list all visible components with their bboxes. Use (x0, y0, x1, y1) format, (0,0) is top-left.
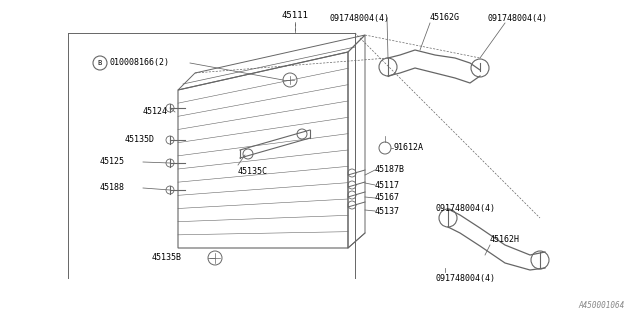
Text: 45111: 45111 (282, 12, 308, 20)
Text: 45162G: 45162G (430, 13, 460, 22)
Text: 091748004(4): 091748004(4) (487, 13, 547, 22)
Text: 45137: 45137 (375, 206, 400, 215)
Text: 45167: 45167 (375, 194, 400, 203)
Text: 010008166(2): 010008166(2) (110, 59, 170, 68)
Text: 45124: 45124 (143, 108, 168, 116)
Text: 45125: 45125 (100, 157, 125, 166)
Text: 91612A: 91612A (393, 143, 423, 153)
Text: 091748004(4): 091748004(4) (330, 13, 390, 22)
Text: 45162H: 45162H (490, 236, 520, 244)
Text: 45117: 45117 (375, 180, 400, 189)
Text: 45135D: 45135D (125, 135, 155, 145)
Text: 091748004(4): 091748004(4) (435, 204, 495, 212)
Text: A450001064: A450001064 (579, 301, 625, 310)
Text: 45187B: 45187B (375, 165, 405, 174)
Text: B: B (98, 60, 102, 66)
Text: 45188: 45188 (100, 183, 125, 193)
Text: 45135C: 45135C (238, 167, 268, 177)
Text: 091748004(4): 091748004(4) (435, 274, 495, 283)
Text: 45135B: 45135B (152, 253, 182, 262)
